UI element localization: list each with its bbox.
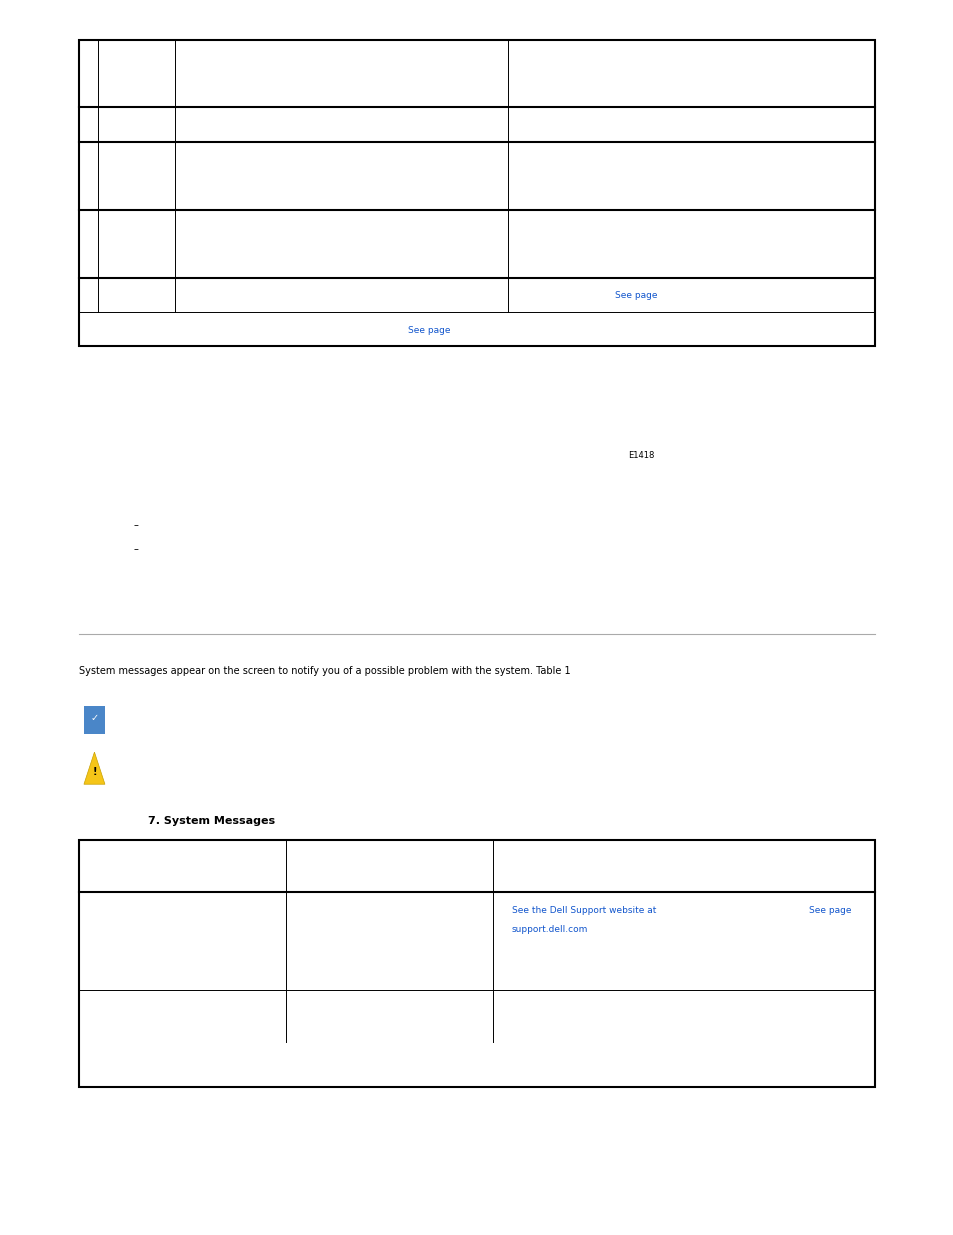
Bar [84,706,105,734]
Text: –: – [133,545,138,555]
Text: 7. System Messages: 7. System Messages [148,816,274,826]
Text: See page: See page [615,290,658,300]
Text: See page: See page [808,906,851,915]
Bar [79,840,874,1087]
Polygon shape [84,752,105,784]
Text: !: ! [92,767,96,777]
Text: System messages appear on the screen to notify you of a possible problem with th: System messages appear on the screen to … [79,666,570,676]
Text: See page: See page [408,326,450,336]
Text: ✓: ✓ [91,713,98,722]
Text: –: – [133,520,138,530]
Text: E1418: E1418 [627,451,654,461]
Text: support.dell.com: support.dell.com [512,925,588,934]
Bar [79,40,874,346]
Text: See the Dell Support website at: See the Dell Support website at [512,906,656,915]
